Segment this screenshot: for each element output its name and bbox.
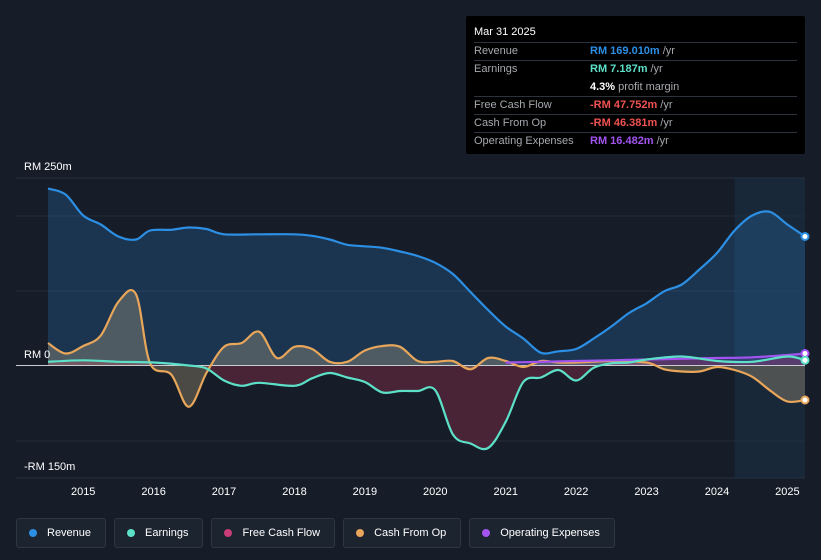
tooltip-date: Mar 31 2025 (474, 26, 536, 38)
legend-label: Revenue (47, 527, 92, 539)
tooltip-label: Earnings (474, 63, 518, 75)
tooltip-row-earnings: Earnings RM 7.187m /yr (474, 60, 797, 78)
tooltip-row-margin: 4.3% profit margin (474, 78, 797, 96)
x-axis-ticks: 2015 2016 2017 2018 2019 2020 2021 2022 2023 2024… (71, 486, 800, 498)
tooltip-label (474, 79, 590, 96)
revenue-area (48, 188, 805, 366)
legend-revenue[interactable]: Revenue (16, 518, 107, 548)
cash-from-op-end-dot (800, 395, 810, 405)
legend-cash-from-op[interactable]: Cash From Op (343, 518, 462, 548)
tooltip-value: 4.3% (590, 81, 616, 93)
x-tick-label: 2018 (282, 486, 306, 498)
x-tick-label: 2025 (775, 486, 799, 498)
legend-label: Earnings (145, 527, 189, 539)
legend-label: Cash From Op (374, 527, 447, 539)
tooltip-unit: /yr (660, 117, 673, 129)
tooltip-unit: profit margin (618, 81, 680, 93)
legend-dot-icon (224, 529, 233, 537)
financial-chart: RM 250m RM 0 -RM 150m 2015 2016 2017 2018 20… (16, 161, 810, 498)
legend-free-cash-flow[interactable]: Free Cash Flow (211, 518, 336, 548)
free-cash-flow-area (48, 356, 805, 450)
x-tick-label: 2019 (353, 486, 377, 498)
chart-legend: Revenue Earnings Free Cash Flow Cash Fro… (16, 518, 615, 548)
y-grid (16, 177, 805, 479)
tooltip-row-revenue: Revenue RM 169.010m /yr (474, 42, 797, 60)
legend-dot-icon (29, 529, 37, 537)
tooltip-unit: /yr (662, 45, 675, 57)
x-tick-label: 2020 (423, 486, 447, 498)
legend-dot-icon (127, 529, 136, 537)
tooltip-value: RM 169.010m (590, 45, 660, 57)
series-lines (47, 187, 806, 451)
earnings-line (47, 355, 806, 451)
tooltip-unit: /yr (660, 99, 673, 111)
tooltip-value: -RM 47.752m (590, 99, 658, 111)
tooltip-row-cfo: Cash From Op -RM 46.381m /yr (474, 114, 797, 132)
tooltip-value: -RM 46.381m (590, 117, 658, 129)
y-label-top: RM 250m (24, 161, 72, 173)
legend-label: Free Cash Flow (242, 527, 321, 539)
tooltip-unit: /yr (650, 63, 663, 75)
legend-label: Operating Expenses (500, 527, 600, 539)
tooltip-label: Cash From Op (474, 117, 547, 129)
x-tick-label: 2017 (212, 486, 236, 498)
x-tick-label: 2024 (705, 486, 729, 498)
tooltip-label: Operating Expenses (474, 135, 574, 147)
y-label-zero: RM 0 (24, 349, 50, 361)
revenue-end-dot (800, 232, 810, 241)
x-tick-label: 2022 (564, 486, 588, 498)
tooltip-value: RM 16.482m (590, 135, 654, 147)
x-tick-label: 2023 (634, 486, 658, 498)
legend-dot-icon (482, 529, 491, 537)
x-tick-label: 2016 (141, 486, 165, 498)
y-label-bottom: -RM 150m (24, 461, 75, 473)
earnings-end-dot (800, 355, 810, 365)
revenue-line (47, 187, 806, 355)
series-areas (48, 188, 805, 450)
x-tick-label: 2015 (71, 486, 95, 498)
series-end-dots (800, 232, 810, 405)
tooltip-label: Revenue (474, 45, 519, 57)
tooltip-row-opex: Operating Expenses RM 16.482m /yr (474, 132, 797, 150)
legend-operating-expenses[interactable]: Operating Expenses (469, 518, 615, 548)
tooltip-label: Free Cash Flow (474, 99, 552, 111)
x-tick-label: 2021 (493, 486, 517, 498)
cash-from-op-line (47, 289, 806, 408)
tooltip-unit: /yr (656, 135, 669, 147)
data-tooltip: Mar 31 2025 Revenue RM 169.010m /yr Earn… (466, 16, 805, 154)
legend-dot-icon (356, 529, 365, 537)
tooltip-row-fcf: Free Cash Flow -RM 47.752m /yr (474, 96, 797, 114)
tooltip-value: RM 7.187m (590, 63, 648, 75)
operating-expenses-line (505, 352, 806, 364)
legend-earnings[interactable]: Earnings (114, 518, 204, 548)
cash-from-op-area (48, 290, 805, 407)
